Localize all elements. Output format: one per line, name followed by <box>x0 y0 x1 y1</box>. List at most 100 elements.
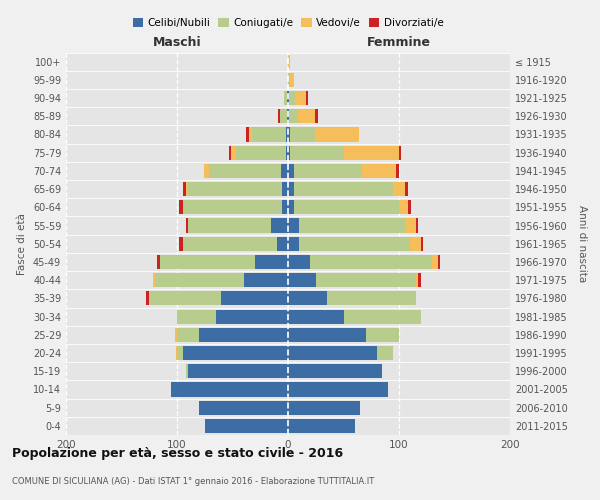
Text: Femmine: Femmine <box>367 36 431 49</box>
Bar <box>288 54 290 68</box>
Bar <box>299 236 410 251</box>
Bar <box>186 364 188 378</box>
Bar <box>410 236 421 251</box>
Bar <box>293 164 362 178</box>
Bar <box>188 218 271 232</box>
Bar <box>399 146 401 160</box>
Bar <box>288 346 377 360</box>
Bar <box>290 72 293 87</box>
Bar <box>278 109 280 124</box>
Bar <box>172 382 288 396</box>
Bar <box>288 146 290 160</box>
Bar <box>418 273 421 287</box>
Bar <box>288 328 366 342</box>
Bar <box>186 218 188 232</box>
Legend: Celibi/Nubili, Coniugati/e, Vedovi/e, Divorziati/e: Celibi/Nubili, Coniugati/e, Vedovi/e, Di… <box>128 14 448 32</box>
Bar <box>175 328 177 342</box>
Text: COMUNE DI SICULIANA (AG) - Dati ISTAT 1° gennaio 2016 - Elaborazione TUTTITALIA.: COMUNE DI SICULIANA (AG) - Dati ISTAT 1°… <box>12 477 374 486</box>
Bar <box>236 146 286 160</box>
Bar <box>288 236 299 251</box>
Bar <box>152 273 155 287</box>
Bar <box>277 236 288 251</box>
Bar <box>229 146 232 160</box>
Bar <box>288 109 289 124</box>
Bar <box>176 346 177 360</box>
Bar <box>290 128 314 141</box>
Y-axis label: Fasce di età: Fasce di età <box>17 213 27 274</box>
Bar <box>157 255 160 269</box>
Bar <box>221 292 288 306</box>
Bar <box>288 364 382 378</box>
Bar <box>314 128 359 141</box>
Bar <box>288 255 310 269</box>
Bar <box>177 310 216 324</box>
Bar <box>288 164 293 178</box>
Bar <box>293 182 394 196</box>
Bar <box>205 419 288 433</box>
Bar <box>362 164 395 178</box>
Bar <box>288 72 290 87</box>
Bar <box>394 182 404 196</box>
Bar <box>286 128 288 141</box>
Bar <box>283 182 288 196</box>
Bar <box>290 146 343 160</box>
Bar <box>280 109 287 124</box>
Bar <box>432 255 438 269</box>
Bar <box>186 182 188 196</box>
Bar <box>287 91 288 105</box>
Bar <box>288 218 299 232</box>
Bar <box>416 218 418 232</box>
Bar <box>283 200 288 214</box>
Bar <box>289 109 298 124</box>
Bar <box>404 218 416 232</box>
Bar <box>271 218 288 232</box>
Bar <box>404 182 408 196</box>
Bar <box>199 400 288 415</box>
Bar <box>216 310 288 324</box>
Bar <box>281 164 288 178</box>
Text: Maschi: Maschi <box>152 36 202 49</box>
Bar <box>343 146 399 160</box>
Bar <box>288 182 293 196</box>
Bar <box>343 310 421 324</box>
Bar <box>284 91 287 105</box>
Bar <box>160 255 254 269</box>
Bar <box>399 200 408 214</box>
Bar <box>199 328 288 342</box>
Bar <box>299 218 404 232</box>
Bar <box>287 109 288 124</box>
Bar <box>182 346 288 360</box>
Bar <box>244 273 288 287</box>
Bar <box>288 382 388 396</box>
Bar <box>310 255 432 269</box>
Bar <box>232 146 236 160</box>
Bar <box>182 200 283 214</box>
Bar <box>438 255 440 269</box>
Bar <box>182 182 186 196</box>
Bar <box>155 273 244 287</box>
Bar <box>188 182 283 196</box>
Bar <box>246 128 249 141</box>
Bar <box>408 200 411 214</box>
Bar <box>288 200 293 214</box>
Bar <box>395 164 399 178</box>
Bar <box>177 346 182 360</box>
Bar <box>293 200 399 214</box>
Bar <box>149 292 221 306</box>
Bar <box>179 236 182 251</box>
Bar <box>253 128 286 141</box>
Bar <box>182 236 277 251</box>
Bar <box>288 419 355 433</box>
Text: Popolazione per età, sesso e stato civile - 2016: Popolazione per età, sesso e stato civil… <box>12 448 343 460</box>
Y-axis label: Anni di nascita: Anni di nascita <box>577 205 587 282</box>
Bar <box>289 91 295 105</box>
Bar <box>288 400 360 415</box>
Bar <box>288 128 290 141</box>
Bar <box>288 310 343 324</box>
Bar <box>288 273 316 287</box>
Bar <box>306 91 308 105</box>
Bar <box>421 236 424 251</box>
Bar <box>298 109 314 124</box>
Bar <box>209 164 281 178</box>
Bar <box>286 146 288 160</box>
